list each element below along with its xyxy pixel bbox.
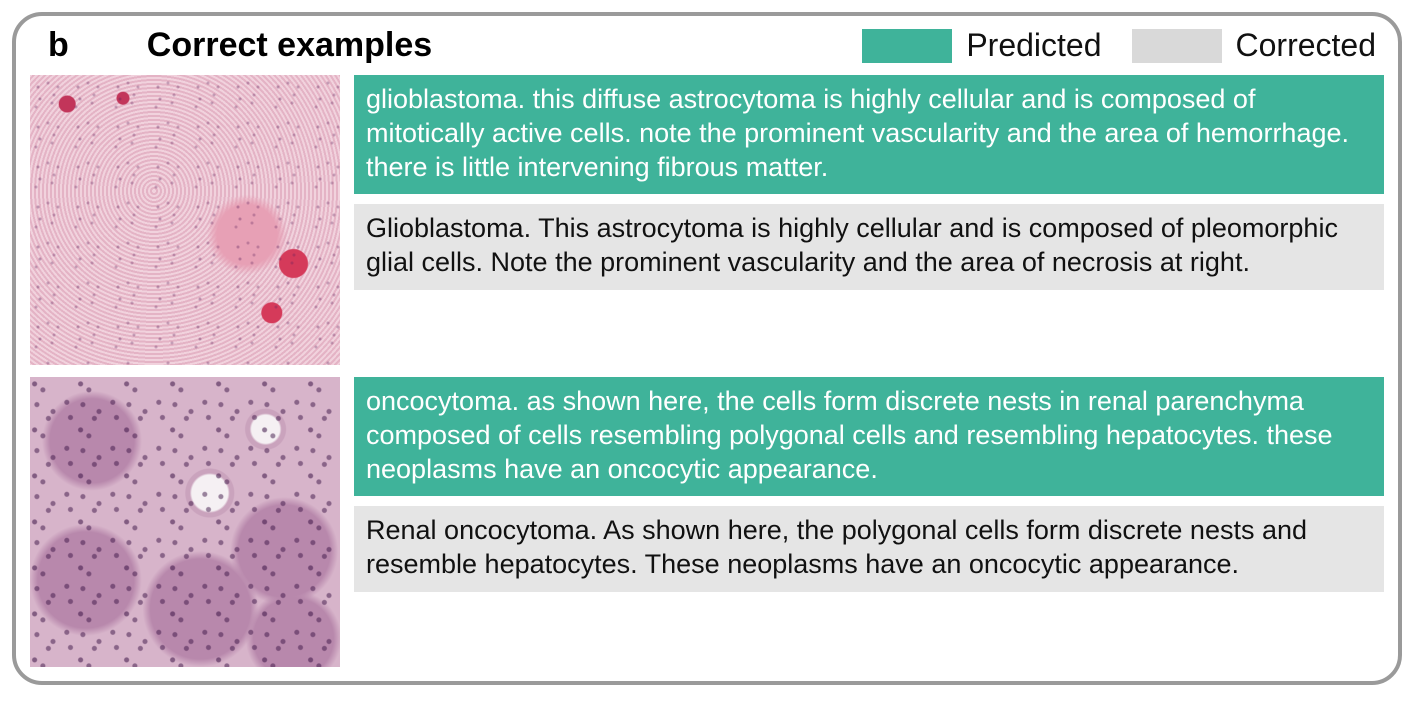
figure-panel: b Correct examples Predicted Corrected g… xyxy=(12,12,1402,685)
caption-column: oncocytoma. as shown here, the cells for… xyxy=(354,377,1384,667)
panel-letter: b xyxy=(48,26,69,65)
legend-label-corrected: Corrected xyxy=(1236,27,1377,64)
legend-item-predicted: Predicted xyxy=(862,27,1101,64)
panel-header: b Correct examples Predicted Corrected xyxy=(30,26,1384,65)
histology-image xyxy=(30,377,340,667)
panel-title: Correct examples xyxy=(147,26,432,65)
histology-image xyxy=(30,75,340,365)
legend-label-predicted: Predicted xyxy=(966,27,1101,64)
legend-swatch-corrected xyxy=(1132,29,1222,63)
legend-item-corrected: Corrected xyxy=(1132,27,1377,64)
example-row: oncocytoma. as shown here, the cells for… xyxy=(30,377,1384,667)
caption-column: glioblastoma. this diffuse astrocytoma i… xyxy=(354,75,1384,365)
predicted-caption: glioblastoma. this diffuse astrocytoma i… xyxy=(354,75,1384,194)
predicted-caption: oncocytoma. as shown here, the cells for… xyxy=(354,377,1384,496)
legend: Predicted Corrected xyxy=(862,27,1376,64)
example-row: glioblastoma. this diffuse astrocytoma i… xyxy=(30,75,1384,365)
corrected-caption: Renal oncocytoma. As shown here, the pol… xyxy=(354,506,1384,592)
legend-swatch-predicted xyxy=(862,29,952,63)
corrected-caption: Glioblastoma. This astrocytoma is highly… xyxy=(354,204,1384,290)
